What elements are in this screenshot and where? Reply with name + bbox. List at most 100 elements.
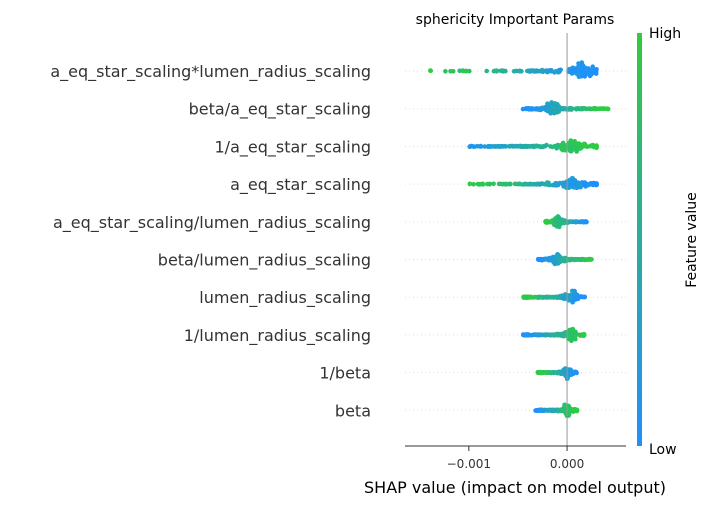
- shap-point: [567, 327, 573, 333]
- shap-point: [450, 69, 456, 74]
- shap-point: [542, 256, 548, 262]
- shap-point: [537, 144, 543, 149]
- shap-point: [570, 180, 575, 185]
- shap-point: [547, 68, 553, 73]
- shap-point: [557, 67, 563, 73]
- shap-point: [478, 182, 483, 187]
- shap-point: [570, 336, 575, 342]
- shap-point: [568, 138, 574, 143]
- shap-point: [567, 142, 572, 147]
- shap-point: [493, 144, 498, 149]
- shap-point: [566, 333, 572, 339]
- shap-point: [526, 68, 531, 74]
- shap-point: [537, 295, 542, 300]
- shap-point: [594, 67, 599, 72]
- shap-point: [572, 257, 577, 262]
- shap-point: [583, 219, 588, 224]
- colorbar-title: Feature value: [684, 192, 700, 288]
- shap-point: [507, 143, 512, 149]
- shap-point: [561, 406, 566, 412]
- shap-point: [573, 68, 578, 73]
- shap-point: [540, 408, 546, 413]
- shap-point: [537, 181, 543, 187]
- shap-point: [581, 333, 587, 338]
- feature-row: beta/lumen_radius_scaling: [158, 251, 626, 271]
- shap-point: [580, 106, 585, 111]
- shap-point: [549, 107, 554, 113]
- feature-label: 1/beta: [319, 364, 371, 383]
- shap-point: [547, 332, 552, 338]
- shap-point: [539, 256, 544, 262]
- shap-point: [529, 332, 534, 338]
- shap-point: [585, 182, 591, 188]
- shap-point: [587, 106, 593, 112]
- shap-point: [557, 332, 563, 338]
- feature-label: lumen_radius_scaling: [199, 288, 371, 308]
- shap-point: [544, 219, 550, 224]
- shap-point: [542, 294, 548, 300]
- shap-point: [573, 330, 579, 336]
- shap-point: [537, 68, 542, 74]
- shap-point: [580, 294, 585, 300]
- shap-point: [471, 144, 477, 149]
- shap-point: [577, 181, 583, 187]
- shap-point: [574, 408, 579, 413]
- shap-point: [542, 143, 548, 149]
- shap-point: [570, 300, 575, 305]
- shap-point: [575, 71, 581, 76]
- colorbar-high-label: High: [649, 26, 681, 42]
- shap-point: [524, 143, 529, 149]
- shap-point: [525, 332, 530, 337]
- shap-point: [457, 68, 463, 74]
- shap-point: [499, 181, 505, 187]
- shap-point: [460, 68, 466, 74]
- shap-point: [588, 143, 594, 149]
- shap-point: [467, 68, 472, 74]
- shap-point: [520, 182, 526, 187]
- feature-label: 1/a_eq_star_scaling: [215, 137, 372, 157]
- feature-label: beta/a_eq_star_scaling: [189, 100, 371, 120]
- feature-label: a_eq_star_scaling: [230, 175, 371, 195]
- shap-point: [547, 256, 553, 262]
- feature-label: 1/lumen_radius_scaling: [184, 326, 371, 346]
- shap-point: [555, 370, 561, 376]
- shap-point: [532, 294, 538, 300]
- shap-point: [581, 181, 587, 186]
- shap-point: [572, 185, 578, 190]
- shap-point: [551, 332, 556, 338]
- shap-point: [517, 68, 523, 74]
- x-tick-label: 0.000: [550, 457, 584, 471]
- shap-point: [559, 370, 564, 375]
- feature-row: beta: [335, 401, 626, 420]
- shap-point: [579, 60, 585, 65]
- shap-point: [528, 181, 533, 187]
- shap-point: [484, 68, 490, 74]
- shap-point: [573, 219, 578, 225]
- shap-point: [575, 296, 581, 302]
- shap-point: [500, 68, 505, 74]
- colorbar-low-label: Low: [649, 442, 677, 458]
- shap-point: [588, 256, 593, 262]
- shap-point: [443, 69, 448, 74]
- shap-point: [513, 143, 519, 149]
- shap-point: [503, 181, 509, 187]
- feature-rows: a_eq_star_scaling*lumen_radius_scalingbe…: [50, 60, 626, 420]
- shap-point: [581, 142, 587, 148]
- shap-point: [544, 332, 549, 338]
- shap-point: [597, 106, 602, 112]
- shap-point: [577, 332, 582, 338]
- shap-point: [543, 370, 548, 375]
- shap-point: [577, 219, 583, 225]
- shap-point: [568, 295, 573, 300]
- feature-label: a_eq_star_scaling*lumen_radius_scaling: [50, 62, 371, 82]
- shap-point: [579, 257, 584, 263]
- shap-point: [491, 181, 496, 187]
- shap-point: [471, 182, 476, 187]
- shap-point: [524, 295, 529, 300]
- shap-point: [548, 144, 553, 149]
- shap-point: [584, 71, 590, 77]
- shap-point: [555, 216, 560, 222]
- shap-point: [594, 181, 599, 187]
- shap-point: [547, 408, 552, 413]
